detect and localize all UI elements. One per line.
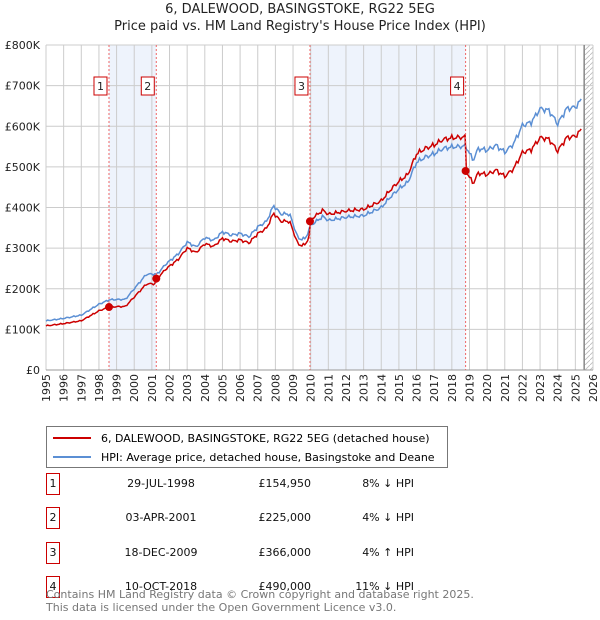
sale-price: £154,950 [258, 477, 312, 490]
x-tick-label: 2006 [234, 374, 247, 402]
sale-marker-label: 3 [46, 542, 60, 564]
y-tick-label: £600K [5, 120, 41, 133]
chart-subtitle: Price paid vs. HM Land Registry's House … [114, 19, 486, 34]
legend-label: 6, DALEWOOD, BASINGSTOKE, RG22 5EG (deta… [101, 431, 430, 445]
sale-label: 2 [144, 80, 151, 93]
x-tick-label: 1997 [75, 374, 88, 402]
sale-hpi-diff: 4% ↓ HPI [362, 511, 414, 524]
x-tick-label: 2021 [499, 374, 512, 402]
sale-row: 1 29-JUL-1998 £154,950 8% ↓ HPI [46, 473, 446, 495]
sale-label-box [93, 76, 108, 96]
sale-label-box [140, 76, 155, 96]
x-tick-label: 2012 [340, 374, 353, 402]
footer-line1: Contains HM Land Registry data © Crown c… [46, 588, 474, 601]
y-tick-label: £0 [26, 364, 40, 377]
legend-item-hpi: HPI: Average price, detached house, Basi… [53, 448, 435, 466]
x-tick-label: 2005 [216, 374, 229, 402]
y-tick-label: £700K [5, 80, 41, 93]
x-tick-label: 2004 [199, 374, 212, 402]
x-tick-label: 2008 [269, 374, 282, 402]
sale-hpi-diff: 8% ↓ HPI [362, 477, 414, 490]
x-tick-label: 2001 [146, 374, 159, 402]
sale-date: 10-OCT-2018 [124, 580, 198, 593]
x-tick-label: 2018 [446, 374, 459, 402]
x-tick-label: 2015 [393, 374, 406, 402]
x-tick-label: 2023 [534, 374, 547, 402]
x-tick-label: 2013 [358, 374, 371, 402]
x-tick-label: 2026 [587, 374, 600, 402]
sale-marker-label: 2 [46, 507, 60, 529]
x-tick-label: 2010 [305, 374, 318, 402]
x-tick-label: 2007 [252, 374, 265, 402]
chart: 1995 1996 1997 1998 1999 2000 2001 2002 2003 2004… [5, 39, 600, 402]
sale-row: 3 18-DEC-2009 £366,000 4% ↑ HPI [46, 542, 446, 564]
y-tick-label: £400K [5, 202, 41, 215]
sale-marker-label: 1 [46, 473, 60, 495]
x-tick-label: 2019 [463, 374, 476, 402]
x-tick-label: 2003 [181, 374, 194, 402]
y-tick-label: £200K [5, 283, 41, 296]
sale-label: 1 [97, 80, 104, 93]
sale-label: 4 [454, 80, 461, 93]
legend-item-property: 6, DALEWOOD, BASINGSTOKE, RG22 5EG (deta… [53, 429, 430, 447]
x-tick-label: 2024 [552, 374, 565, 402]
x-tick-label: 2022 [516, 374, 529, 402]
chart-title: 6, DALEWOOD, BASINGSTOKE, RG22 5EG [165, 2, 435, 17]
x-tick-label: 2009 [287, 374, 300, 402]
x-tick-label: 2011 [322, 374, 335, 402]
x-tick-label: 2016 [411, 374, 424, 402]
sale-row: 2 03-APR-2001 £225,000 4% ↓ HPI [46, 507, 446, 529]
hpi-line [45, 98, 582, 322]
sale-marker-label: 4 [46, 576, 60, 598]
sale-label: 3 [298, 80, 305, 93]
sale-row: 4 10-OCT-2018 £490,000 11% ↓ HPI [46, 576, 446, 598]
y-tick-label: £300K [5, 242, 41, 255]
sale-price: £490,000 [258, 580, 312, 593]
x-tick-label: 2017 [428, 374, 441, 402]
legend-swatch-hpi [53, 456, 91, 458]
legend: 6, DALEWOOD, BASINGSTOKE, RG22 5EG (deta… [46, 426, 448, 468]
sale-point [152, 274, 161, 283]
legend-label: HPI: Average price, detached house, Basi… [101, 450, 435, 464]
sale-price: £225,000 [258, 511, 312, 524]
footer-line2: This data is licensed under the Open Gov… [46, 601, 397, 614]
x-tick-label: 2014 [375, 374, 388, 402]
sale-point [305, 217, 314, 226]
x-tick-label: 1996 [58, 374, 71, 402]
property-line [45, 128, 582, 327]
sale-label-box [294, 76, 309, 96]
x-tick-label: 2020 [481, 374, 494, 402]
x-tick-label: 2000 [128, 374, 141, 402]
sale-point [104, 303, 113, 312]
y-tick-label: £100K [5, 323, 41, 336]
x-tick-label: 2025 [569, 374, 582, 402]
x-tick-label: 2002 [164, 374, 177, 402]
y-tick-label: £500K [5, 161, 41, 174]
legend-swatch-property [53, 437, 91, 439]
x-tick-label: 1999 [111, 374, 124, 402]
sale-hpi-diff: 4% ↑ HPI [362, 546, 414, 559]
sale-date: 03-APR-2001 [125, 511, 197, 524]
x-tick-label: 1998 [93, 374, 106, 402]
y-tick-label: £800K [5, 39, 41, 52]
sale-date: 18-DEC-2009 [124, 546, 198, 559]
sale-price: £366,000 [258, 546, 312, 559]
sale-hpi-diff: 11% ↓ HPI [355, 580, 414, 593]
sale-date: 29-JUL-1998 [127, 477, 195, 490]
sale-label-box [450, 76, 465, 96]
x-tick-label: 1995 [40, 374, 53, 402]
sale-point [461, 166, 470, 175]
